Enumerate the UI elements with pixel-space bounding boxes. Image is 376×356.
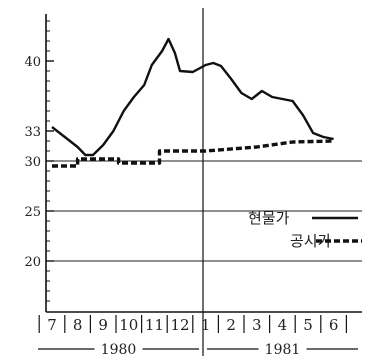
series-line-1 xyxy=(52,139,334,168)
year-label: 1980 xyxy=(101,342,137,356)
month-label: 3 xyxy=(252,316,262,334)
y-tick-labels: 20 25 30 33 40 xyxy=(24,55,41,270)
horizontal-gridlines xyxy=(46,60,362,262)
y-tick-label: 20 xyxy=(24,255,41,270)
legend-label: 현물가 xyxy=(248,209,290,227)
month-label: 12 xyxy=(170,316,189,334)
month-axis: 7 8 9 10 11 12 1 2 3 4 5 6 xyxy=(38,315,347,334)
legend-label: 공시가 xyxy=(290,232,332,250)
series-line-0 xyxy=(51,37,334,157)
y-tick-label: 25 xyxy=(24,205,41,220)
month-label: 9 xyxy=(98,316,108,334)
y-tick-label: 30 xyxy=(24,155,41,170)
y-tick-label: 40 xyxy=(24,55,41,70)
month-label: 4 xyxy=(278,316,288,334)
series-layer xyxy=(51,37,334,168)
month-label: 8 xyxy=(73,316,83,334)
year-label: 1981 xyxy=(265,342,301,356)
month-label: 5 xyxy=(303,316,313,334)
month-label: 11 xyxy=(145,316,164,334)
month-label: 6 xyxy=(329,316,339,334)
month-label: 7 xyxy=(47,316,57,334)
year-axis: 1980 1981 xyxy=(38,342,358,356)
month-label: 1 xyxy=(201,316,211,334)
y-tick-label: 33 xyxy=(24,125,41,140)
month-label: 10 xyxy=(119,316,138,334)
month-label: 2 xyxy=(226,316,236,334)
